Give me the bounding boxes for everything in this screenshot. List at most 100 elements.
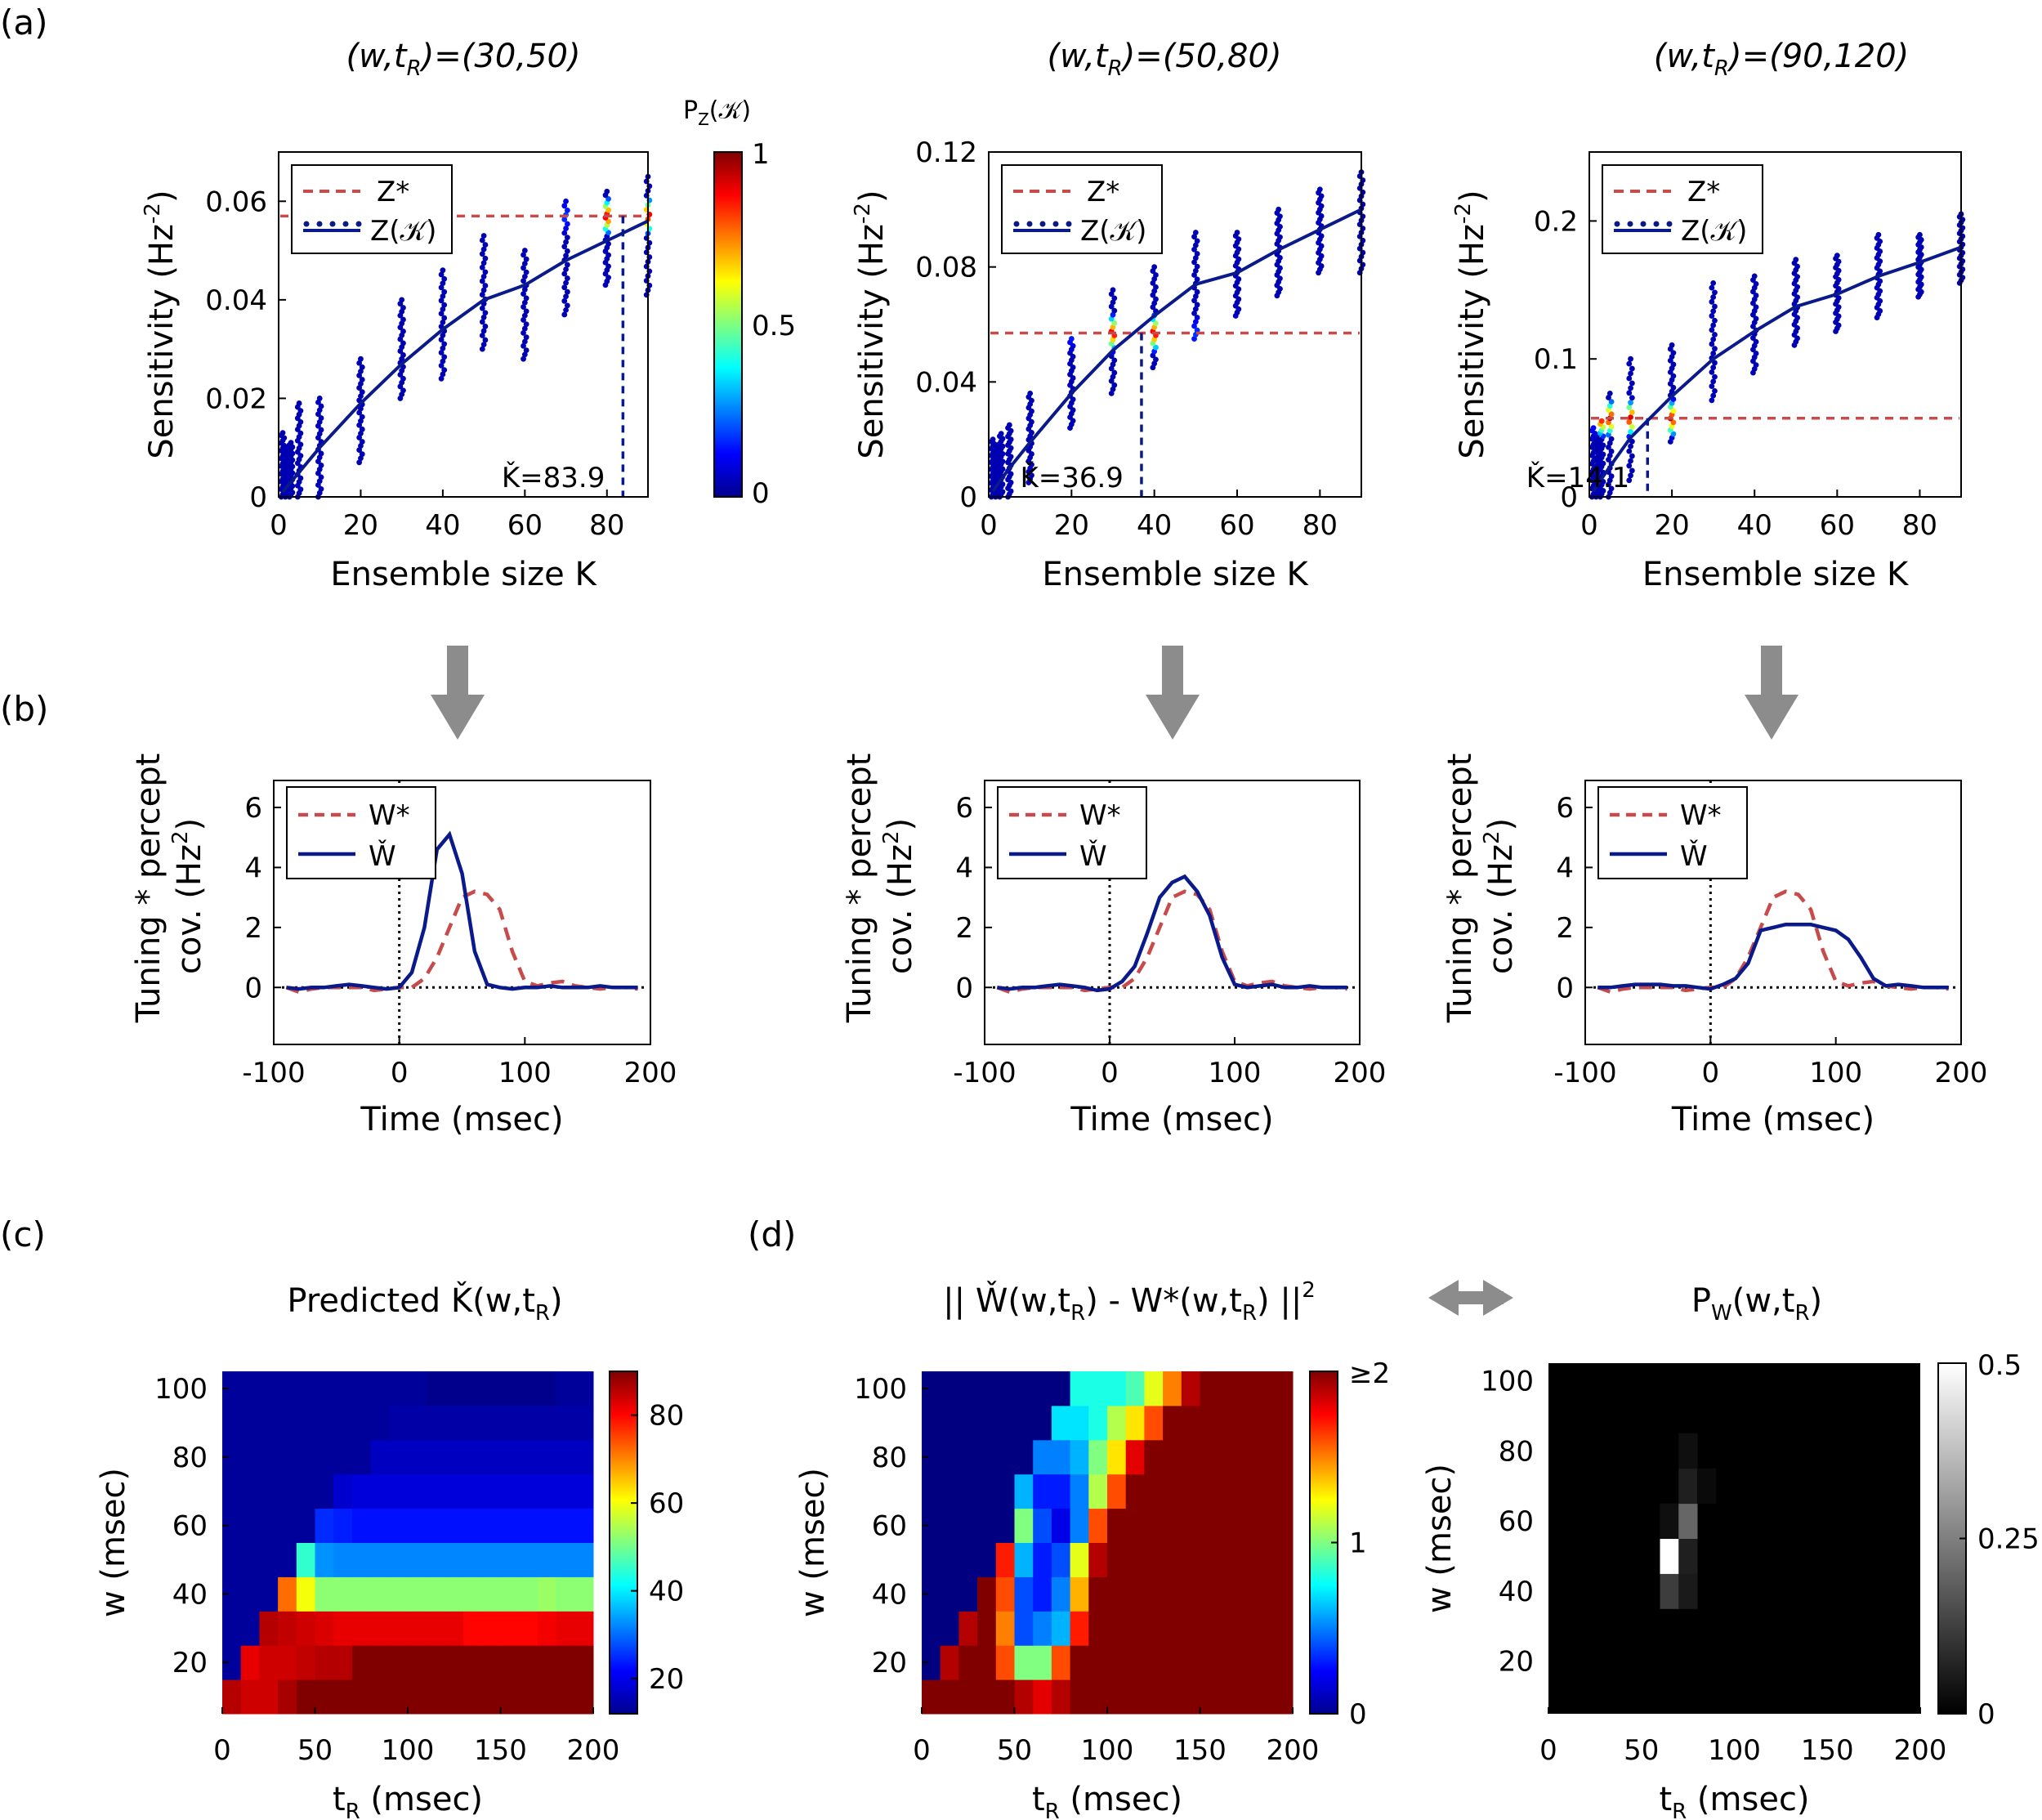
heatmap-cell: [1163, 1679, 1182, 1715]
heatmap-cell: [240, 1473, 260, 1509]
scatter-point: [1626, 448, 1633, 454]
scatter-point: [1151, 264, 1158, 271]
scatter-point: [1628, 385, 1633, 391]
heatmap-cell: [537, 1508, 557, 1543]
heatmap-cell: [463, 1645, 483, 1680]
x-tick-label: 80: [589, 509, 624, 542]
scatter-point: [1712, 346, 1718, 352]
heatmap-cell: [1033, 1439, 1052, 1475]
heatmap-cell: [1144, 1371, 1164, 1406]
heatmap-cell: [1660, 1503, 1679, 1539]
heatmap-cell: [278, 1439, 297, 1475]
heatmap-cell: [1181, 1542, 1200, 1577]
y-tick-label: 4: [244, 852, 262, 884]
heatmap-cell: [1200, 1611, 1219, 1646]
scatter-point: [1192, 306, 1199, 312]
heatmap-cell: [1144, 1508, 1164, 1543]
y-axis-label-line1: Tuning * percept: [130, 753, 168, 1024]
scatter-point: [1628, 443, 1633, 449]
heatmap-cell: [574, 1439, 594, 1475]
scatter-point: [1753, 304, 1759, 311]
axes-box: [988, 151, 1362, 498]
x-tick-label: 0: [270, 509, 288, 542]
chart-title: || W̌(w,tR) - W*(w,tR) ||2: [943, 1278, 1316, 1326]
heatmap-cell: [333, 1473, 353, 1509]
y-tick-label: 0.08: [915, 252, 977, 284]
scatter-point: [1670, 361, 1677, 368]
legend-swatch-dot: [303, 221, 310, 227]
heatmap-cell: [1033, 1645, 1052, 1680]
scatter-point: [441, 288, 448, 295]
colorbar-tick-label: 40: [649, 1576, 684, 1608]
scatter-point: [1191, 246, 1197, 253]
heatmap-cell: [1051, 1611, 1071, 1646]
heatmap-predicted-k: 0 50 100 150 200 20 40 60 80 100 tR (msec) w (msec)…: [95, 1281, 684, 1820]
heatmap-cell: [977, 1405, 997, 1441]
heatmap-cell: [1051, 1439, 1071, 1475]
heatmap-cell: [333, 1576, 353, 1612]
heatmap-cell: [574, 1371, 594, 1406]
scatter-point: [279, 430, 286, 436]
scatter-point: [1192, 293, 1199, 299]
heatmap-cell: [1163, 1611, 1182, 1646]
heatmap-cell: [389, 1576, 409, 1612]
scatter-point: [1191, 323, 1197, 329]
scatter-point: [318, 463, 324, 468]
scatter-point: [480, 342, 487, 347]
scatter-point: [479, 319, 485, 325]
scatter-point: [564, 235, 570, 241]
x-tick-label: -100: [1553, 1057, 1616, 1089]
x-axis-label: Time (msec): [1070, 1101, 1273, 1138]
heatmap-cell: [1107, 1473, 1127, 1509]
heatmap-cell: [1144, 1439, 1164, 1475]
heatmap-cell: [1033, 1405, 1052, 1441]
heatmap-cell: [519, 1508, 538, 1543]
heatmap-cell: [222, 1508, 242, 1543]
scatter-point: [1316, 186, 1323, 193]
scatter-point: [523, 321, 529, 328]
heatmap-cell: [519, 1542, 538, 1577]
series-w-star: [996, 889, 1347, 995]
heatmap-cell: [1088, 1645, 1108, 1680]
scatter-point: [359, 414, 365, 420]
heatmap-cell: [500, 1405, 520, 1441]
heatmap-cell: [922, 1405, 941, 1441]
heatmap-cell: [1088, 1405, 1108, 1441]
scatter-point: [1191, 310, 1197, 316]
colorbar-tick-label: 0.25: [1977, 1523, 2040, 1556]
scatter-point: [1111, 369, 1118, 376]
heatmap-cell: [1070, 1576, 1089, 1612]
heatmap-cell: [1678, 1503, 1698, 1539]
heatmap-cell: [1014, 1371, 1034, 1406]
y-axis-label: w (msec): [794, 1468, 832, 1617]
heatmap-cell: [426, 1371, 445, 1406]
heatmap-cell: [977, 1645, 997, 1680]
heatmap-cell: [445, 1508, 464, 1543]
axes-box: [1588, 151, 1962, 498]
x-tick-label: 200: [1894, 1734, 1947, 1767]
heatmap-cell: [556, 1405, 575, 1441]
heatmap-cell: [240, 1439, 260, 1475]
scatter-point: [605, 218, 611, 225]
heatmap-cell: [958, 1611, 978, 1646]
heatmap-cell: [1255, 1371, 1275, 1406]
heatmap-cell: [1200, 1473, 1219, 1509]
heatmap-cell: [222, 1405, 242, 1441]
heatmap-cell: [1014, 1439, 1034, 1475]
scatter-point: [564, 207, 570, 213]
heatmap-cell: [481, 1405, 501, 1441]
scatter-point: [480, 287, 487, 293]
scatter-point: [438, 271, 445, 278]
heatmap-cell: [1218, 1645, 1238, 1680]
heatmap-cell: [1255, 1679, 1275, 1715]
heatmap-cell: [940, 1542, 959, 1577]
scatter-point: [1753, 280, 1759, 287]
scatter-point: [297, 430, 304, 436]
legend-swatch-dot: [316, 221, 323, 227]
scatter-point: [1192, 255, 1199, 262]
heatmap-cell: [1088, 1576, 1108, 1612]
x-tick-label: 200: [1267, 1734, 1320, 1767]
scatter-point: [482, 283, 489, 288]
heatmap-background: [1548, 1363, 1920, 1714]
scatter-point: [521, 265, 526, 271]
